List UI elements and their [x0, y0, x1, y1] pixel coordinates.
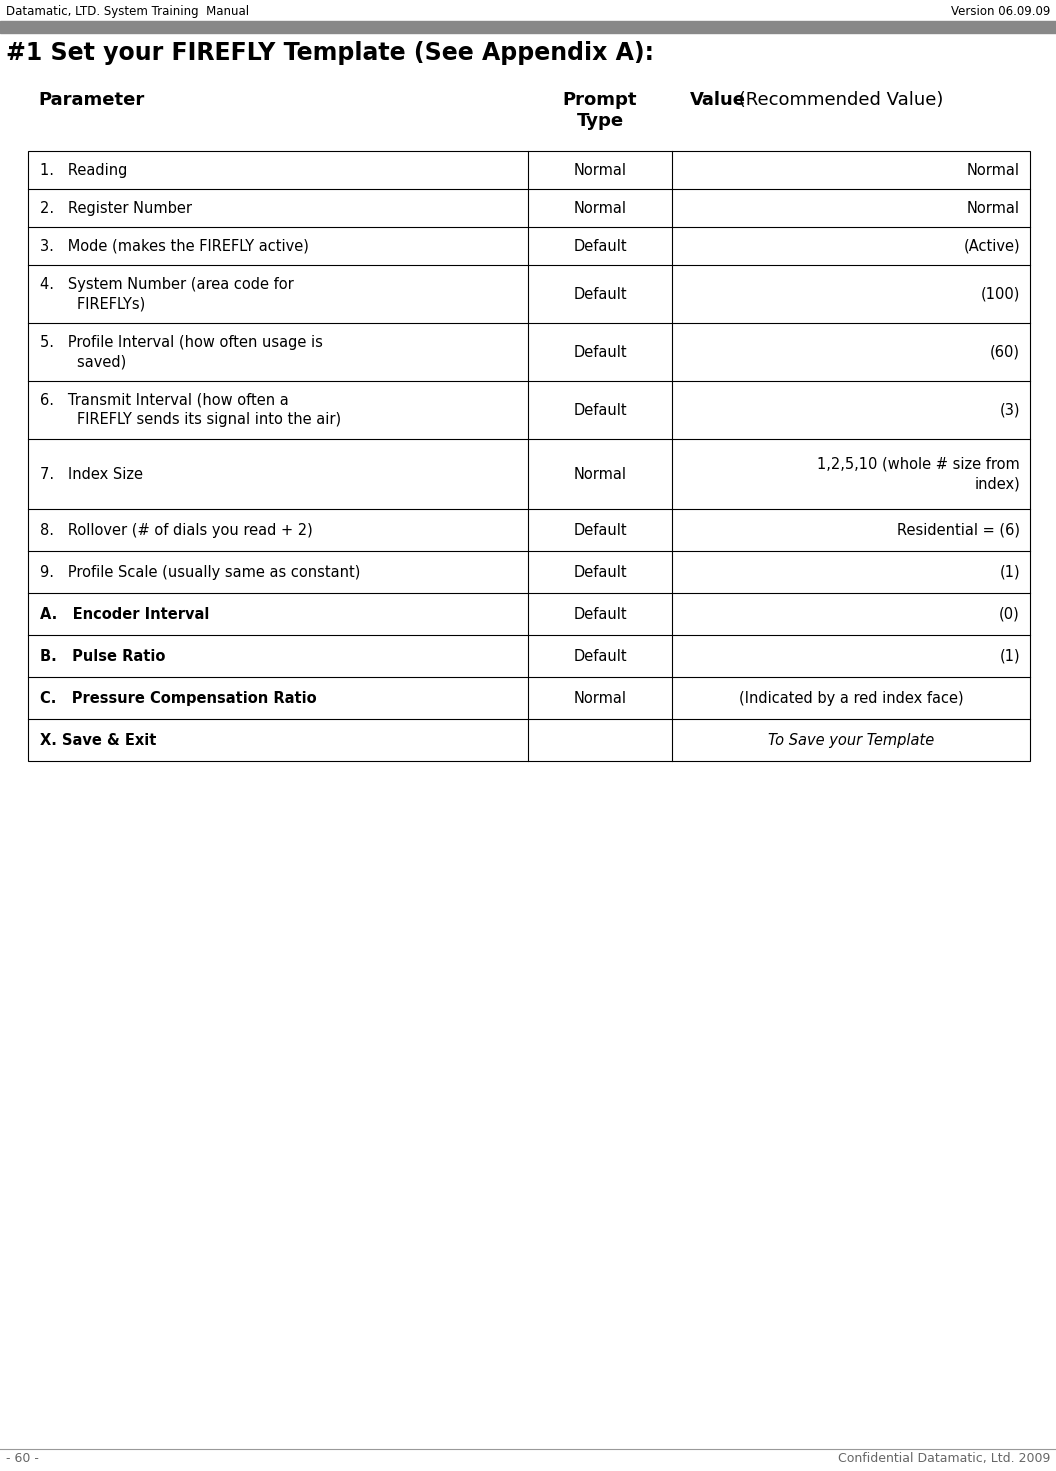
Text: Normal: Normal	[967, 162, 1020, 178]
Text: (100): (100)	[981, 287, 1020, 302]
Text: Version 06.09.09: Version 06.09.09	[950, 4, 1050, 18]
Text: 7.   Index Size: 7. Index Size	[40, 466, 143, 481]
Text: (3): (3)	[999, 403, 1020, 418]
Text: Normal: Normal	[573, 466, 626, 481]
Text: Datamatic, LTD. System Training  Manual: Datamatic, LTD. System Training Manual	[6, 4, 249, 18]
Text: Residential = (6): Residential = (6)	[897, 522, 1020, 537]
Text: To Save your Template: To Save your Template	[768, 733, 935, 747]
Text: #1 Set your FIREFLY Template (See Appendix A):: #1 Set your FIREFLY Template (See Append…	[6, 41, 654, 65]
Text: (1): (1)	[999, 649, 1020, 663]
Text: (0): (0)	[999, 606, 1020, 622]
Text: Normal: Normal	[573, 690, 626, 706]
Text: Default: Default	[573, 238, 627, 253]
Text: Default: Default	[573, 606, 627, 622]
Text: (60): (60)	[991, 344, 1020, 359]
Text: Normal: Normal	[573, 162, 626, 178]
Text: 9.   Profile Scale (usually same as constant): 9. Profile Scale (usually same as consta…	[40, 565, 360, 580]
Text: Default: Default	[573, 522, 627, 537]
Text: C.   Pressure Compensation Ratio: C. Pressure Compensation Ratio	[40, 690, 317, 706]
Bar	[0, 21, 1056, 32]
Text: 8.   Rollover (# of dials you read + 2): 8. Rollover (# of dials you read + 2)	[40, 522, 313, 537]
Text: (Active): (Active)	[963, 238, 1020, 253]
Text: - 60 -: - 60 -	[6, 1452, 39, 1465]
Text: 5.   Profile Interval (how often usage is
        saved): 5. Profile Interval (how often usage is …	[40, 335, 323, 369]
Bar	[29, 152, 1030, 761]
Text: (Recommended Value): (Recommended Value)	[733, 91, 943, 109]
Text: Default: Default	[573, 649, 627, 663]
Text: (1): (1)	[999, 565, 1020, 580]
Text: Default: Default	[573, 287, 627, 302]
Text: Parameter: Parameter	[38, 91, 145, 109]
Text: B.   Pulse Ratio: B. Pulse Ratio	[40, 649, 166, 663]
Text: X. Save & Exit: X. Save & Exit	[40, 733, 156, 747]
Text: Prompt
Type: Prompt Type	[563, 91, 637, 129]
Text: 6.   Transmit Interval (how often a
        FIREFLY sends its signal into the ai: 6. Transmit Interval (how often a FIREFL…	[40, 393, 341, 427]
Text: Default: Default	[573, 403, 627, 418]
Text: (Indicated by a red index face): (Indicated by a red index face)	[739, 690, 963, 706]
Text: 2.   Register Number: 2. Register Number	[40, 200, 192, 215]
Text: Default: Default	[573, 565, 627, 580]
Text: Value: Value	[690, 91, 746, 109]
Text: Confidential Datamatic, Ltd. 2009: Confidential Datamatic, Ltd. 2009	[837, 1452, 1050, 1465]
Text: Normal: Normal	[573, 200, 626, 215]
Text: A.   Encoder Interval: A. Encoder Interval	[40, 606, 209, 622]
Text: Default: Default	[573, 344, 627, 359]
Text: 1,2,5,10 (whole # size from
index): 1,2,5,10 (whole # size from index)	[817, 457, 1020, 491]
Text: 4.   System Number (area code for
        FIREFLYs): 4. System Number (area code for FIREFLYs…	[40, 277, 294, 310]
Text: Normal: Normal	[967, 200, 1020, 215]
Text: 3.   Mode (makes the FIREFLY active): 3. Mode (makes the FIREFLY active)	[40, 238, 308, 253]
Text: 1.   Reading: 1. Reading	[40, 162, 128, 178]
